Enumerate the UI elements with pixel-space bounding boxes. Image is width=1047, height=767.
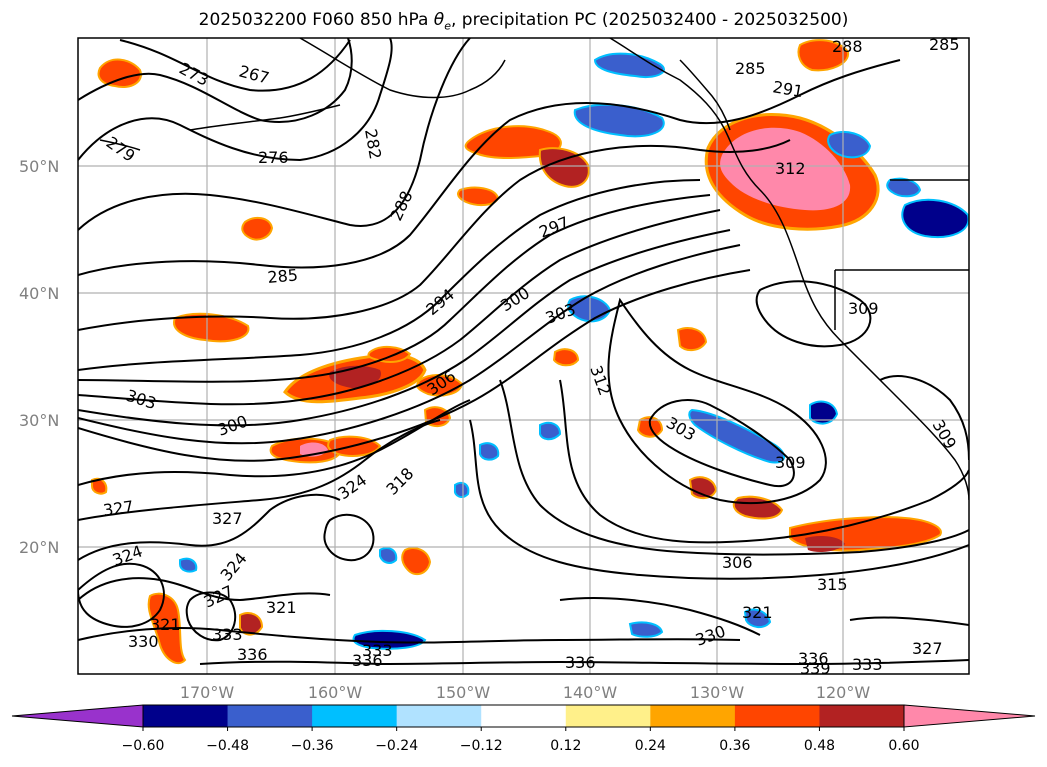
contour-label: 333 [212, 625, 243, 644]
lon-label-170w: 170°W [180, 683, 235, 702]
colorbar-tick-label: −0.60 [122, 738, 165, 754]
contour-label: 333 [852, 655, 883, 674]
colorbar-segment [819, 705, 905, 727]
contour-label: 339 [800, 659, 831, 678]
contour-label: 288 [832, 37, 863, 56]
colorbar-segment [227, 705, 313, 727]
contour-label: 327 [102, 497, 135, 520]
lon-label-130w: 130°W [690, 683, 745, 702]
contour-label: 333 [362, 641, 393, 660]
longitude-labels: 170°W 160°W 150°W 140°W 130°W 120°W [180, 683, 871, 702]
contour-label: 309 [775, 453, 806, 472]
contour-label: 306 [722, 553, 753, 572]
map-frame [77, 37, 970, 675]
contour-label: 336 [237, 645, 268, 664]
contour-label: 321 [150, 615, 181, 634]
lat-label-40n: 40°N [19, 284, 59, 303]
contour-label: 327 [212, 509, 243, 528]
colorbar-segment [396, 705, 482, 727]
colorbar-tick-label: −0.48 [206, 738, 249, 754]
contour-label: 309 [848, 299, 879, 318]
figure-title: 2025032200 F060 850 hPa θe, precipitatio… [198, 10, 849, 33]
contour-label: 336 [565, 653, 596, 672]
contour-label: 321 [266, 598, 297, 617]
lon-label-160w: 160°W [308, 683, 363, 702]
lon-label-120w: 120°W [816, 683, 871, 702]
colorbar-tick-label: 0.12 [550, 738, 581, 754]
lat-label-50n: 50°N [19, 157, 59, 176]
contour-label: 330 [128, 632, 159, 651]
contour-label: 285 [267, 265, 299, 287]
colorbar-frame [142, 704, 905, 728]
theta-e-contours [78, 38, 969, 666]
colorbar-segment [734, 705, 820, 727]
contour-label: 285 [929, 35, 960, 54]
colorbar-tick-label: 0.36 [719, 738, 750, 754]
colorbar-tick-label: 0.48 [804, 738, 835, 754]
colorbar-tick-label: 0.24 [635, 738, 666, 754]
colorbar-tick-label: −0.12 [460, 738, 503, 754]
precipitation-shading [91, 39, 969, 665]
colorbar-extend-right [903, 704, 1036, 728]
contour-label: 336 [798, 649, 829, 668]
colorbar-extend-left [11, 704, 144, 728]
lon-label-150w: 150°W [436, 683, 491, 702]
colorbar-segment [481, 705, 567, 727]
colorbar-segment [650, 705, 736, 727]
coastline [99, 38, 969, 501]
contour-labels: 273 267 279 276 282 288 285 297 294 300 … [102, 35, 960, 678]
contour-label: 321 [742, 603, 773, 622]
contour-label: 327 [912, 639, 943, 658]
colorbar-tick-label: −0.24 [375, 738, 418, 754]
contour-label: 276 [258, 148, 289, 167]
colorbar-tick-label: −0.36 [291, 738, 334, 754]
colorbar-segment [143, 705, 229, 727]
lon-label-140w: 140°W [563, 683, 618, 702]
colorbar: −0.60 −0.48 −0.36 −0.24 −0.12 0.12 0.24 0.36 0.4… [11, 704, 1036, 754]
contour-label: 315 [817, 575, 848, 594]
latitude-labels: 50°N 40°N 30°N 20°N [19, 157, 59, 557]
lat-label-20n: 20°N [19, 538, 59, 557]
lat-label-30n: 30°N [19, 411, 59, 430]
colorbar-tick-label: 0.60 [888, 738, 919, 754]
contour-label: 312 [775, 159, 806, 178]
colorbar-segment [565, 705, 651, 727]
contour-label: 285 [735, 59, 766, 78]
colorbar-segment [312, 705, 398, 727]
contour-label: 336 [352, 651, 383, 670]
